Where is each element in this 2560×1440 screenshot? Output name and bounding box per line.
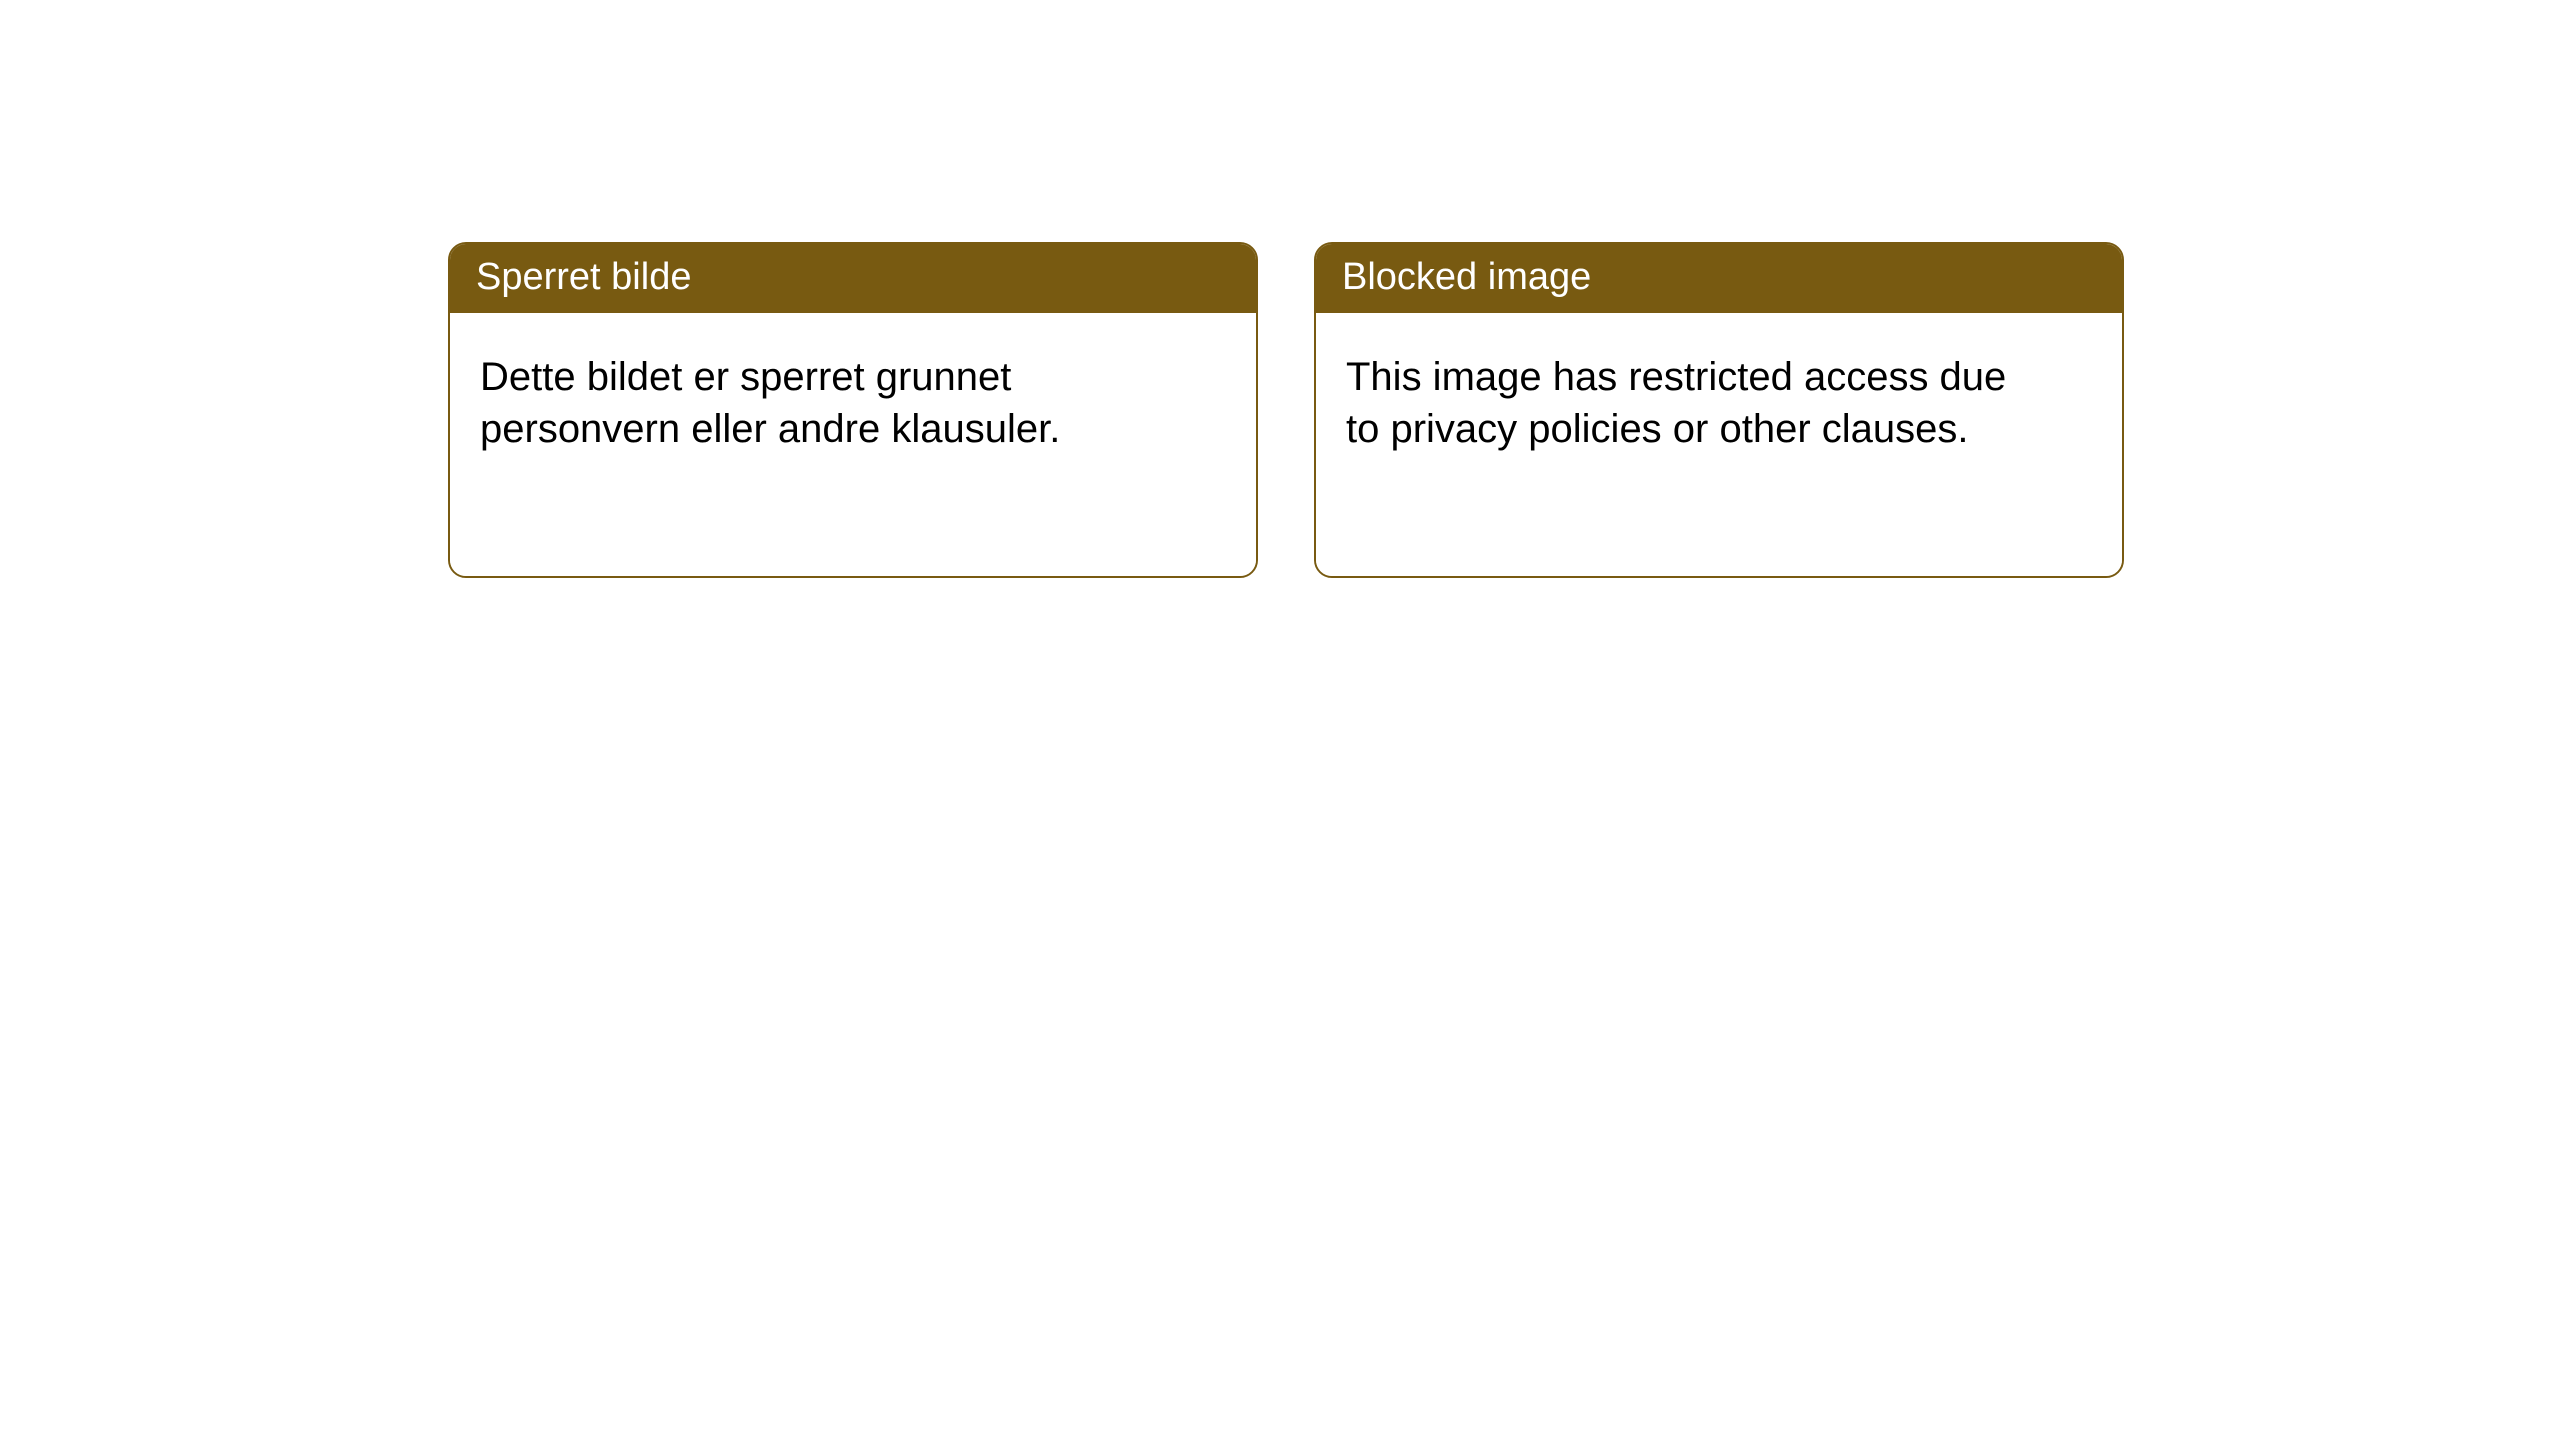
card-header-no: Sperret bilde: [450, 244, 1256, 313]
blocked-image-card-no: Sperret bilde Dette bildet er sperret gr…: [448, 242, 1258, 578]
card-message-en: This image has restricted access due to …: [1346, 351, 2026, 455]
blocked-image-card-en: Blocked image This image has restricted …: [1314, 242, 2124, 578]
card-header-en: Blocked image: [1316, 244, 2122, 313]
cards-container: Sperret bilde Dette bildet er sperret gr…: [0, 0, 2560, 578]
card-body-en: This image has restricted access due to …: [1316, 313, 2122, 576]
card-body-no: Dette bildet er sperret grunnet personve…: [450, 313, 1256, 576]
card-message-no: Dette bildet er sperret grunnet personve…: [480, 351, 1160, 455]
card-title-en: Blocked image: [1342, 256, 1591, 298]
card-title-no: Sperret bilde: [476, 256, 691, 298]
